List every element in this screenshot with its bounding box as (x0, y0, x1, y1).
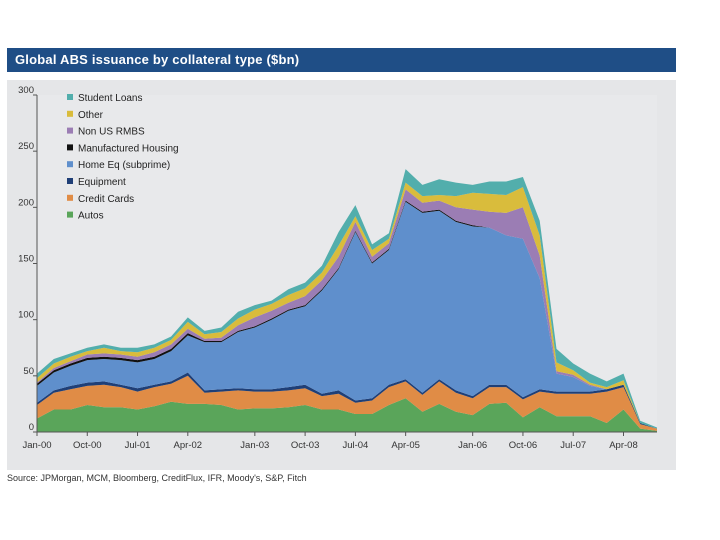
x-tick-label: Oct-03 (291, 440, 320, 451)
source-note: Source: JPMorgan, MCM, Bloomberg, Credit… (7, 473, 307, 483)
x-tick-label: Oct-06 (509, 440, 538, 451)
y-tick-label: 300 (18, 85, 34, 96)
x-tick-label: Oct-00 (73, 440, 102, 451)
y-tick-label: 0 (29, 422, 34, 433)
x-tick-label: Apr-02 (174, 440, 203, 451)
area-equipment (37, 372, 657, 429)
legend-label: Student Loans (78, 93, 143, 104)
area-autos (37, 398, 657, 432)
x-tick-label: Apr-08 (609, 440, 638, 451)
legend-swatch (67, 144, 73, 151)
legend-swatch (67, 127, 73, 134)
x-tick-label: Jul-04 (342, 440, 368, 451)
area-home-eq-subprime (37, 201, 657, 429)
area-student-loans (37, 169, 657, 429)
chart-title-bar: Global ABS issuance by collateral type (… (7, 48, 676, 72)
x-tick-label: Jul-07 (560, 440, 586, 451)
y-tick-label: 150 (18, 254, 34, 265)
y-tick-label: 250 (18, 141, 34, 152)
chart-plot: 0 50 100 150 200 250 300 Jan-00 Oct-00 Jul-01 Apr-… (18, 85, 657, 451)
x-tick-label: Apr-05 (391, 440, 420, 451)
legend-label: Equipment (78, 177, 126, 188)
y-tick-label: 100 (18, 310, 34, 321)
legend-swatch (67, 194, 73, 201)
legend-label: Home Eq (subprime) (78, 160, 170, 171)
y-tick-label: 50 (23, 366, 34, 377)
legend-label: Other (78, 110, 104, 121)
chart-title: Global ABS issuance by collateral type (… (15, 52, 300, 67)
legend-swatch (67, 94, 73, 100)
chart-panel: 0 50 100 150 200 250 300 Jan-00 Oct-00 Jul-01 Apr-… (7, 80, 676, 470)
area-other (37, 182, 657, 429)
legend-swatch (67, 178, 73, 184)
area-credit-cards (37, 375, 657, 431)
x-tick-label: Jan-06 (458, 440, 487, 451)
x-tick-label: Jul-01 (125, 440, 151, 451)
y-tick-label: 200 (18, 197, 34, 208)
legend-swatch (67, 161, 73, 168)
x-tick-label: Jan-00 (22, 440, 51, 451)
x-tick-label: Jan-03 (240, 440, 269, 451)
legend-swatch (67, 211, 73, 218)
legend-label: Manufactured Housing (78, 143, 179, 154)
legend-label: Non US RMBS (78, 127, 145, 138)
legend-label: Autos (78, 211, 104, 222)
legend-swatch (67, 110, 73, 117)
legend-label: Credit Cards (78, 194, 134, 205)
